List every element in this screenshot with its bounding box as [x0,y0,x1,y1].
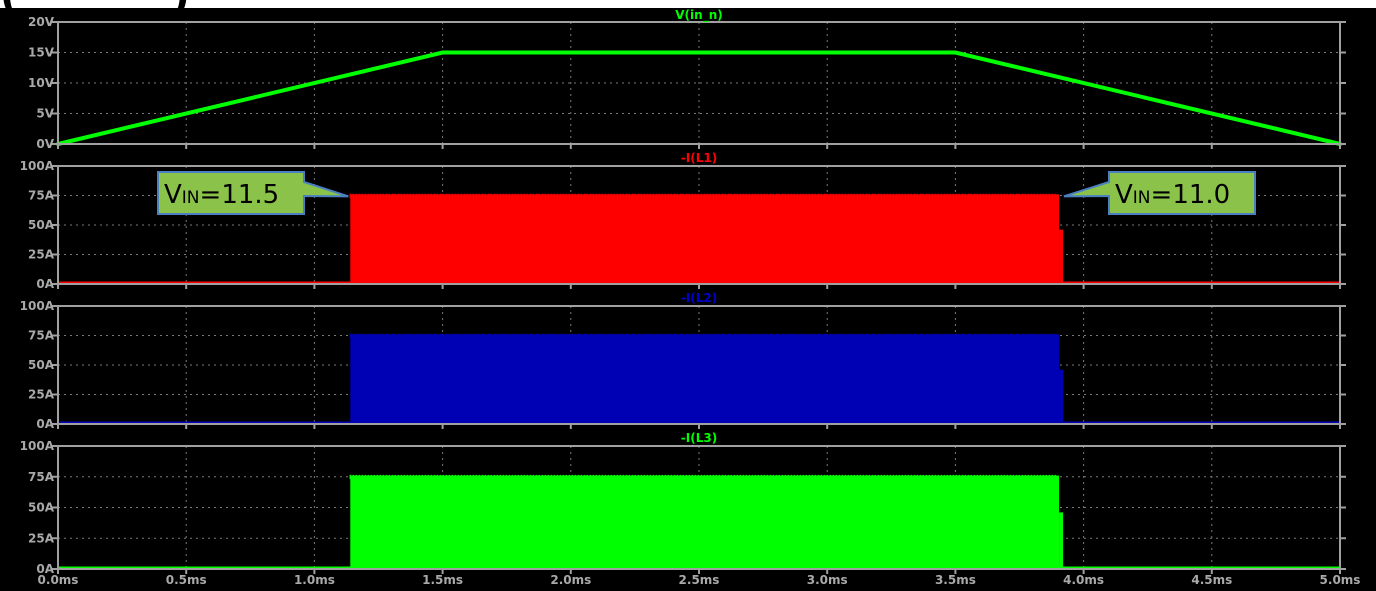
y-tick-label: 5V [36,107,54,121]
x-tick-label: 0.5ms [166,573,207,587]
data-point [953,50,958,55]
pane-title: -I(L1) [681,151,717,165]
x-tick-label: 4.0ms [1063,573,1104,587]
current-band [350,194,1060,284]
callout-label: VIN=11.0 [1115,180,1230,210]
y-tick-label: 20V [28,15,55,29]
pane-3: 0A 25A 50A 75A 100A -I(L2) [20,291,1346,431]
y-tick-label: 25A [28,531,55,545]
current-band [350,475,1060,569]
callout-box [157,171,349,215]
y-tick-label: 0A [36,277,54,291]
y-tick-label: 15V [28,46,55,60]
pane-title: V(in_n) [675,8,722,23]
ripple-edge [349,193,1057,198]
pane-4: 0A 25A 50A 75A 100A -I(L3) [20,431,1346,576]
y-tick-label: 50A [28,501,55,515]
x-tick-label: 1.0ms [294,573,335,587]
pane-1: 0V 5V 10V 15V 20V V(in_n) [28,8,1346,151]
y-tick-label: 75A [28,329,55,343]
y-tick-label: 50A [28,218,55,232]
callout-label: VIN=11.5 [164,180,279,210]
pane-title: -I(L2) [681,291,717,305]
y-tick-label: 100A [20,159,55,173]
ripple-edge [349,474,1057,480]
pane-2: 0A 25A 50A 75A 100A -I(L1) VIN=11.5 VIN=11.0 [20,151,1346,291]
y-tick-label: 0A [36,417,54,431]
callout-right: VIN=11.0 [1063,171,1256,215]
x-tick-label: 1.5ms [422,573,463,587]
y-tick-label: 100A [20,439,55,453]
x-tick-label: 5.0ms [1320,573,1361,587]
current-band [350,334,1060,424]
y-tick-label: 0A [36,562,54,576]
x-tick-label: 2.0ms [550,573,591,587]
y-tick-label: 25A [28,248,55,262]
y-tick-label: 75A [28,470,55,484]
callout-left: VIN=11.5 [157,171,349,215]
pane-title: -I(L3) [681,431,717,445]
ripple-edge [349,333,1057,338]
current-band-tail [1059,512,1064,569]
data-point [440,50,445,55]
x-tick-label: 3.0ms [807,573,848,587]
y-tick-label: 50A [28,358,55,372]
y-tick-label: 75A [28,189,55,203]
x-tick-label: 3.5ms [935,573,976,587]
current-band-tail [1059,229,1064,284]
x-tick-label: 2.5ms [679,573,720,587]
series-trace [57,50,1341,146]
y-tick-label: 100A [20,299,55,313]
x-tick-label: 4.5ms [1191,573,1232,587]
y-tick-label: 0V [36,137,54,151]
y-tick-label: 25A [28,388,55,402]
current-band-tail [1059,369,1064,424]
callout-box [1063,171,1256,215]
y-tick-label: 10V [28,76,55,90]
x-tick-label: 0.0ms [38,573,79,587]
